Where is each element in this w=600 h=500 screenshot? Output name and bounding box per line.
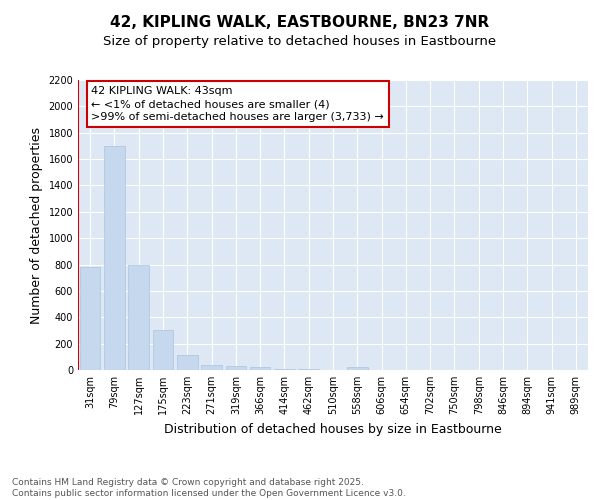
X-axis label: Distribution of detached houses by size in Eastbourne: Distribution of detached houses by size … bbox=[164, 422, 502, 436]
Bar bbox=[347, 368, 368, 370]
Bar bbox=[226, 366, 246, 370]
Bar bbox=[274, 368, 295, 370]
Y-axis label: Number of detached properties: Number of detached properties bbox=[30, 126, 43, 324]
Text: Size of property relative to detached houses in Eastbourne: Size of property relative to detached ho… bbox=[103, 34, 497, 48]
Bar bbox=[104, 146, 125, 370]
Text: 42, KIPLING WALK, EASTBOURNE, BN23 7NR: 42, KIPLING WALK, EASTBOURNE, BN23 7NR bbox=[110, 15, 490, 30]
Text: 42 KIPLING WALK: 43sqm
← <1% of detached houses are smaller (4)
>99% of semi-det: 42 KIPLING WALK: 43sqm ← <1% of detached… bbox=[91, 86, 384, 122]
Bar bbox=[80, 267, 100, 370]
Text: Contains HM Land Registry data © Crown copyright and database right 2025.
Contai: Contains HM Land Registry data © Crown c… bbox=[12, 478, 406, 498]
Bar bbox=[152, 330, 173, 370]
Bar bbox=[201, 364, 222, 370]
Bar bbox=[250, 368, 271, 370]
Bar bbox=[177, 355, 197, 370]
Bar bbox=[128, 264, 149, 370]
